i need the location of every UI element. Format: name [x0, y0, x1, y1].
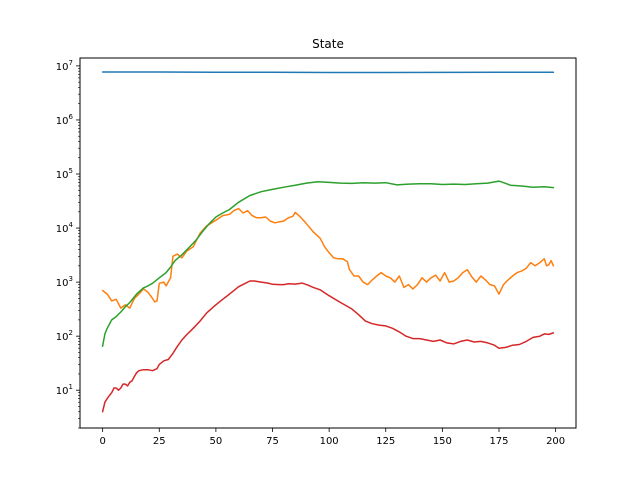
plot-frame	[79, 57, 577, 429]
y-tick-label: 106	[56, 113, 74, 127]
series-line-3	[101, 180, 555, 348]
series-line-4	[101, 280, 555, 413]
chart-title: State	[312, 37, 344, 51]
y-axis: 101 102 103 104 105 106 107	[56, 59, 80, 429]
x-tick-label: 175	[489, 436, 508, 447]
x-tick-label: 200	[546, 436, 565, 447]
y-tick-label: 102	[56, 329, 73, 343]
series-lines	[101, 71, 555, 413]
y-tick-label: 103	[56, 275, 73, 289]
series-line-1	[101, 71, 555, 74]
y-tick-label: 104	[56, 221, 74, 235]
x-tick-label: 50	[210, 436, 223, 447]
x-tick-label: 25	[153, 436, 166, 447]
x-tick-label: 125	[376, 436, 395, 447]
series-line-2	[101, 207, 555, 309]
y-tick-label: 105	[56, 167, 73, 181]
y-tick-label: 107	[56, 59, 73, 73]
x-tick-label: 75	[266, 436, 279, 447]
y-tick-label: 101	[56, 383, 73, 397]
x-axis: 0 25 50 75 100 125 150 175 200	[99, 428, 565, 447]
x-tick-label: 150	[433, 436, 452, 447]
x-tick-label: 0	[99, 436, 105, 447]
x-tick-label: 100	[320, 436, 339, 447]
